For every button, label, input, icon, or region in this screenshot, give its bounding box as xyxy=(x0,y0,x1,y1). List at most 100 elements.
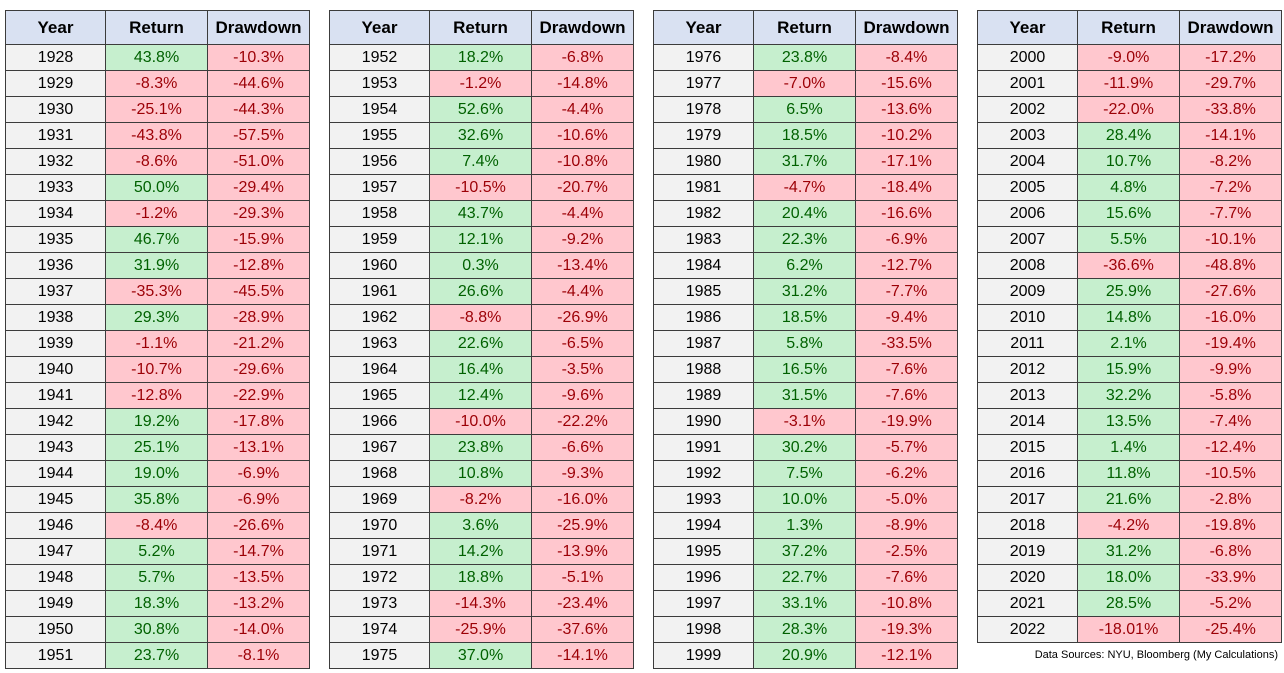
drawdown-cell: -13.9% xyxy=(531,538,634,565)
year-cell: 1946 xyxy=(5,512,106,539)
drawdown-cell: -20.7% xyxy=(531,174,634,201)
return-cell: 18.5% xyxy=(753,122,856,149)
return-cell: 1.4% xyxy=(1077,434,1180,461)
table-row: 1928 43.8% -10.3% xyxy=(5,44,310,71)
table-row: 1948 5.7% -13.5% xyxy=(5,564,310,591)
return-cell: 30.8% xyxy=(105,616,208,643)
drawdown-cell: -5.8% xyxy=(1179,382,1282,409)
year-cell: 1990 xyxy=(653,408,754,435)
table-row: 1987 5.8% -33.5% xyxy=(653,330,958,357)
drawdown-cell: -22.9% xyxy=(207,382,310,409)
return-cell: 35.8% xyxy=(105,486,208,513)
year-cell: 1965 xyxy=(329,382,430,409)
drawdown-cell: -10.6% xyxy=(531,122,634,149)
drawdown-cell: -6.9% xyxy=(207,460,310,487)
year-cell: 1933 xyxy=(5,174,106,201)
year-cell: 1989 xyxy=(653,382,754,409)
year-cell: 1985 xyxy=(653,278,754,305)
year-cell: 1944 xyxy=(5,460,106,487)
return-cell: -22.0% xyxy=(1077,96,1180,123)
return-cell: 5.8% xyxy=(753,330,856,357)
year-cell: 1994 xyxy=(653,512,754,539)
drawdown-header: Drawdown xyxy=(207,10,310,45)
drawdown-cell: -5.7% xyxy=(855,434,958,461)
table-row: 1964 16.4% -3.5% xyxy=(329,356,634,383)
return-cell: 32.2% xyxy=(1077,382,1180,409)
return-cell: 22.6% xyxy=(429,330,532,357)
data-source-note: Data Sources: NYU, Bloomberg (My Calcula… xyxy=(1034,649,1278,661)
drawdown-cell: -3.5% xyxy=(531,356,634,383)
return-cell: -8.6% xyxy=(105,148,208,175)
return-cell: 37.2% xyxy=(753,538,856,565)
drawdown-cell: -6.9% xyxy=(207,486,310,513)
year-cell: 2016 xyxy=(977,460,1078,487)
return-cell: 16.4% xyxy=(429,356,532,383)
return-header: Return xyxy=(1077,10,1180,45)
return-cell: -43.8% xyxy=(105,122,208,149)
table-row: 1958 43.7% -4.4% xyxy=(329,200,634,227)
return-cell: 43.8% xyxy=(105,44,208,71)
table-row: 1963 22.6% -6.5% xyxy=(329,330,634,357)
table-row: 1970 3.6% -25.9% xyxy=(329,512,634,539)
drawdown-header: Drawdown xyxy=(1179,10,1282,45)
year-cell: 2010 xyxy=(977,304,1078,331)
year-cell: 1935 xyxy=(5,226,106,253)
return-cell: 52.6% xyxy=(429,96,532,123)
return-cell: -10.5% xyxy=(429,174,532,201)
drawdown-cell: -5.2% xyxy=(1179,590,1282,617)
year-cell: 1954 xyxy=(329,96,430,123)
year-cell: 2001 xyxy=(977,70,1078,97)
return-cell: -10.0% xyxy=(429,408,532,435)
header-row: Year Return Drawdown xyxy=(653,10,958,45)
year-cell: 1949 xyxy=(5,590,106,617)
year-cell: 1940 xyxy=(5,356,106,383)
return-cell: 14.2% xyxy=(429,538,532,565)
year-cell: 1968 xyxy=(329,460,430,487)
returns-table-1952-1975: Year Return Drawdown 1952 18.2% -6.8% 1953 -1.2… xyxy=(329,10,634,669)
return-cell: 19.0% xyxy=(105,460,208,487)
header-row: Year Return Drawdown xyxy=(977,10,1282,45)
year-cell: 1947 xyxy=(5,538,106,565)
drawdown-cell: -13.4% xyxy=(531,252,634,279)
return-cell: 22.7% xyxy=(753,564,856,591)
year-cell: 1966 xyxy=(329,408,430,435)
year-cell: 1942 xyxy=(5,408,106,435)
table-row: 1998 28.3% -19.3% xyxy=(653,616,958,643)
return-cell: 20.4% xyxy=(753,200,856,227)
header-row: Year Return Drawdown xyxy=(5,10,310,45)
table-row: 1938 29.3% -28.9% xyxy=(5,304,310,331)
year-cell: 1936 xyxy=(5,252,106,279)
return-cell: -4.2% xyxy=(1077,512,1180,539)
table-row: 1984 6.2% -12.7% xyxy=(653,252,958,279)
drawdown-cell: -21.2% xyxy=(207,330,310,357)
return-cell: -36.6% xyxy=(1077,252,1180,279)
return-cell: -18.01% xyxy=(1077,616,1180,643)
return-cell: -8.2% xyxy=(429,486,532,513)
return-cell: 5.5% xyxy=(1077,226,1180,253)
table-row: 1944 19.0% -6.9% xyxy=(5,460,310,487)
table-row: 1993 10.0% -5.0% xyxy=(653,486,958,513)
year-cell: 1997 xyxy=(653,590,754,617)
table-row: 1989 31.5% -7.6% xyxy=(653,382,958,409)
table-row: 2019 31.2% -6.8% xyxy=(977,538,1282,565)
drawdown-cell: -10.8% xyxy=(855,590,958,617)
header-row: Year Return Drawdown xyxy=(329,10,634,45)
table-row: 1992 7.5% -6.2% xyxy=(653,460,958,487)
drawdown-cell: -14.1% xyxy=(1179,122,1282,149)
return-cell: 28.5% xyxy=(1077,590,1180,617)
table-row: 1932 -8.6% -51.0% xyxy=(5,148,310,175)
year-cell: 1953 xyxy=(329,70,430,97)
drawdown-cell: -14.8% xyxy=(531,70,634,97)
table-row: 1965 12.4% -9.6% xyxy=(329,382,634,409)
year-cell: 1950 xyxy=(5,616,106,643)
table-row: 1966 -10.0% -22.2% xyxy=(329,408,634,435)
drawdown-cell: -10.1% xyxy=(1179,226,1282,253)
return-cell: 25.9% xyxy=(1077,278,1180,305)
return-cell: 46.7% xyxy=(105,226,208,253)
drawdown-cell: -33.5% xyxy=(855,330,958,357)
return-cell: 12.1% xyxy=(429,226,532,253)
table-row: 2001 -11.9% -29.7% xyxy=(977,70,1282,97)
drawdown-cell: -28.9% xyxy=(207,304,310,331)
year-cell: 2002 xyxy=(977,96,1078,123)
drawdown-cell: -9.2% xyxy=(531,226,634,253)
